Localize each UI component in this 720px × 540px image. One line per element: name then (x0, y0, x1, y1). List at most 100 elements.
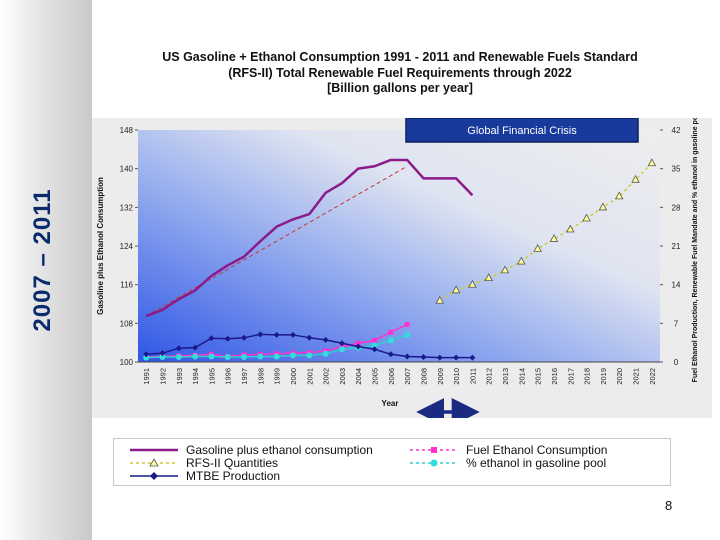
x-tick-label: 2008 (419, 368, 428, 385)
data-point-diamond (306, 334, 313, 341)
y-tick-label-right: 42 (672, 126, 681, 135)
chart-title-line-3: [Billion gallons per year] (327, 81, 473, 95)
data-point-circle (338, 346, 345, 353)
x-tick-label: 2017 (566, 368, 575, 385)
data-point-circle (192, 353, 199, 360)
data-point-circle (257, 353, 264, 360)
annotation-box: Global Financial Crisis (405, 118, 639, 143)
legend-label: RFS-II Quantities (186, 456, 279, 470)
data-point-triangle (582, 213, 591, 222)
data-point-diamond (436, 354, 443, 361)
data-point-circle (404, 331, 411, 338)
x-tick-label: 1995 (207, 368, 216, 385)
series-line-0 (145, 158, 474, 318)
page-number: 8 (665, 498, 673, 513)
legend-swatch-line (130, 448, 178, 452)
data-point-triangle (631, 174, 640, 183)
x-axis-label: Year (382, 399, 399, 408)
data-point-triangle (517, 256, 526, 265)
data-point-diamond (273, 331, 280, 338)
x-tick-label: 1994 (191, 368, 200, 385)
data-point-square (388, 329, 394, 335)
data-point-diamond (257, 331, 264, 338)
x-tick-label: 2014 (517, 368, 526, 385)
legend-swatch-triangle (130, 458, 178, 467)
data-point-diamond (241, 334, 248, 341)
data-point-diamond (175, 345, 182, 352)
x-tick-label: 2011 (468, 368, 477, 384)
x-tick-label: 2021 (632, 368, 641, 385)
data-point-diamond (404, 353, 411, 360)
y-tick-label-right: 35 (672, 165, 681, 174)
left-axis: 100 108 116 124 132 140 148 (120, 126, 138, 367)
data-point-circle (224, 354, 231, 361)
data-point-circle (289, 352, 296, 359)
x-tick-label: 2020 (615, 368, 624, 385)
legend-item-mtbe: MTBE Production (128, 469, 280, 483)
data-point-circle (273, 353, 280, 360)
legend-label: MTBE Production (186, 469, 281, 483)
legend: Gasoline plus ethanol consumption RFS-II… (113, 438, 671, 486)
x-tick-label: 2007 (403, 368, 412, 385)
data-point-triangle (549, 233, 559, 242)
data-point-square (372, 337, 378, 343)
y-tick-label-left: 108 (120, 319, 134, 328)
legend-item-fuel-ethanol: Fuel Ethanol Consumption (408, 443, 607, 457)
legend-swatch-diamond (130, 472, 178, 480)
y-tick-label-left: 148 (120, 126, 134, 135)
x-tick-label: 2005 (371, 368, 380, 385)
data-point-diamond (159, 350, 166, 357)
side-band (0, 0, 92, 540)
x-tick-label: 1998 (256, 368, 265, 385)
chart-title: US Gasoline + Ethanol Consumption 1991 -… (120, 50, 680, 97)
y-tick-label-left: 124 (120, 242, 134, 251)
x-tick-label: 2003 (338, 368, 347, 385)
annotation-rect (405, 118, 639, 143)
x-tick-label: 2001 (305, 368, 314, 385)
legend-swatch-square (410, 447, 458, 453)
data-point-triangle (598, 202, 608, 211)
data-point-triangle (566, 224, 575, 233)
data-point-diamond (224, 335, 231, 342)
y-tick-label-right: 0 (674, 358, 679, 367)
annotation-text: Global Financial Crisis (467, 125, 577, 137)
y-tick-label-left: 140 (120, 165, 134, 174)
data-point-triangle (614, 191, 624, 200)
x-tick-label: 1997 (240, 368, 249, 385)
x-tick-label: 2019 (599, 368, 608, 385)
x-tick-label: 1993 (175, 368, 184, 385)
data-point-diamond (469, 354, 476, 361)
data-point-triangle (484, 273, 493, 282)
y-axis-left-label: Gasoline plus Ethanol Consumption (96, 177, 105, 315)
legend-label: Gasoline plus ethanol consumption (186, 443, 373, 457)
x-axis: 1991 1992 1993 1994 1995 1996 1997 1998 1999 2000… (138, 361, 660, 385)
data-point-triangle (435, 295, 445, 304)
x-tick-label: 2018 (583, 368, 592, 385)
data-point-circle (387, 337, 394, 344)
x-tick-label: 2013 (501, 368, 510, 385)
data-point-square (404, 321, 410, 327)
x-tick-label: 2015 (534, 368, 543, 385)
data-point-diamond (453, 354, 460, 361)
data-point-triangle (451, 285, 461, 294)
data-point-circle (175, 354, 182, 361)
x-tick-label: 1999 (273, 368, 282, 385)
data-point-diamond (322, 336, 329, 343)
data-point-circle (371, 342, 378, 349)
legend-label: Fuel Ethanol Consumption (466, 443, 608, 457)
y-tick-label-right: 28 (672, 203, 681, 212)
data-point-circle (159, 354, 166, 361)
chart-title-line-1: US Gasoline + Ethanol Consumption 1991 -… (162, 50, 638, 64)
x-tick-label: 1991 (142, 368, 151, 385)
data-point-diamond (371, 346, 378, 353)
x-tick-label: 2002 (322, 368, 331, 385)
y-tick-label-left: 116 (120, 281, 133, 290)
data-point-diamond (143, 351, 150, 358)
y-axis-right-label: Fuel Ethanol Production, Renewable Fuel … (692, 118, 699, 382)
trend-line (145, 165, 408, 317)
x-tick-label: 2006 (387, 368, 396, 385)
legend-item-rfs: RFS-II Quantities (128, 456, 278, 470)
data-point-circle (208, 353, 215, 360)
data-point-diamond (289, 331, 296, 338)
data-point-circle (306, 352, 313, 359)
